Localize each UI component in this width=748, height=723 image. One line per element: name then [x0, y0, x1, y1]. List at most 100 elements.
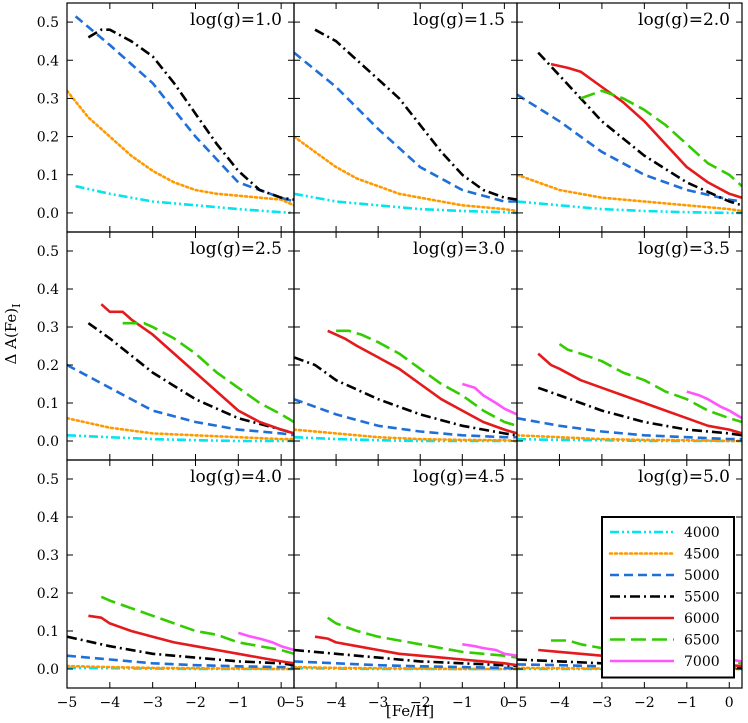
- x-tick-label: −5: [284, 695, 305, 711]
- series-line-5000: [294, 51, 517, 203]
- series-line-6500: [580, 89, 742, 188]
- y-tick-label: 0.3: [37, 548, 59, 564]
- panel-series: [517, 343, 742, 443]
- legend-label-7000: 7000: [684, 654, 720, 670]
- panel-title: log(g)=2.5: [190, 239, 282, 259]
- y-axis-label: Δ A(Fe)I: [2, 304, 23, 365]
- panel-5: log(g)=3.0: [293, 231, 518, 461]
- panel-frame: [516, 2, 743, 233]
- series-line-6500: [100, 595, 294, 656]
- series-line-6500: [336, 329, 517, 428]
- series-line-4500: [67, 89, 294, 207]
- panel-series: [67, 303, 294, 443]
- y-tick-label: 0.5: [37, 15, 59, 31]
- series-line-4500: [67, 664, 294, 671]
- panel-4: log(g)=2.5 0.0 0.1 0.2 0.3 0.4 0.5: [37, 231, 295, 461]
- series-line-5000: [74, 15, 294, 203]
- series-line-5500: [294, 356, 517, 437]
- x-tick-label: −4: [549, 695, 570, 711]
- series-line-6000: [327, 329, 517, 435]
- y-tick-label: 0.4: [37, 282, 59, 298]
- x-tick-label: −5: [57, 695, 78, 711]
- x-tick-label: −3: [592, 695, 613, 711]
- x-tick-label: 0: [725, 695, 734, 711]
- series-line-7000: [462, 643, 517, 657]
- series-line-4000: [517, 200, 742, 215]
- series-line-6500: [122, 321, 294, 424]
- series-line-5500: [537, 386, 742, 437]
- y-tick-label: 0.4: [37, 510, 59, 526]
- panel-series: [294, 616, 517, 671]
- series-line-5000: [517, 416, 742, 441]
- series-line-5500: [87, 322, 294, 435]
- panel-title: log(g)=4.0: [190, 467, 282, 487]
- series-line-7000: [686, 390, 742, 420]
- x-tick-label: −1: [676, 695, 697, 711]
- x-tick-label: 0: [500, 695, 509, 711]
- series-line-5500: [87, 28, 294, 201]
- panel-7: log(g)=4.0 0.0 0.1 0.2 0.3 0.4 0.5 −5 −4 −3 −2 −1 0: [37, 459, 295, 711]
- legend-label-6500: 6500: [684, 633, 720, 649]
- series-line-6000: [550, 62, 742, 199]
- series-line-4500: [294, 428, 517, 443]
- series-line-4500: [517, 434, 742, 443]
- y-tick-label: 0.5: [37, 244, 59, 260]
- y-tick-label: 0.3: [37, 320, 59, 336]
- panel-title: log(g)=2.0: [638, 10, 730, 30]
- series-line-4000: [67, 434, 294, 443]
- x-tick-label: −2: [185, 695, 206, 711]
- y-tick-label: 0.2: [37, 130, 59, 146]
- legend-label-5000: 5000: [684, 568, 720, 584]
- series-line-6000: [537, 352, 742, 435]
- panel-series: [294, 329, 517, 443]
- panel-series: [294, 28, 517, 215]
- panel-title: log(g)=1.0: [190, 10, 282, 30]
- x-tick-label: −3: [142, 695, 163, 711]
- series-line-5000: [67, 654, 294, 669]
- x-tick-label: −2: [410, 695, 431, 711]
- y-tick-label: 0.0: [37, 662, 59, 678]
- panel-2: log(g)=1.5: [293, 2, 518, 233]
- series-line-6000: [88, 614, 294, 665]
- panel-frame: [66, 459, 295, 689]
- panel-title: log(g)=3.5: [638, 239, 730, 259]
- series-line-6000: [314, 635, 517, 667]
- x-tick-label: 0: [277, 695, 286, 711]
- legend-label-4500: 4500: [684, 547, 720, 563]
- series-line-6500: [326, 616, 517, 659]
- panel-6: log(g)=3.5: [516, 231, 743, 461]
- x-tick-label: −4: [326, 695, 347, 711]
- series-line-4500: [517, 173, 742, 213]
- y-tick-label: 0.2: [37, 586, 59, 602]
- panel-frame: [516, 459, 743, 689]
- panel-8: log(g)=4.5 −5 −4 −3 −2 −1 0: [284, 459, 518, 711]
- series-line-5500: [67, 635, 294, 667]
- panel-title: log(g)=3.0: [413, 239, 505, 259]
- y-tick-label: 0.4: [37, 53, 59, 69]
- panel-title: log(g)=5.0: [638, 467, 730, 487]
- series-line-7000: [237, 631, 294, 652]
- panel-1: log(g)=1.0 0.0 0.1 0.2 0.3 0.4 0.5: [37, 2, 295, 233]
- series-line-5000: [517, 93, 742, 203]
- series-line-7000: [461, 382, 517, 416]
- y-tick-label: 0.0: [37, 434, 59, 450]
- legend-label-4000: 4000: [684, 525, 720, 541]
- panel-title: log(g)=1.5: [413, 10, 505, 30]
- x-tick-label: −3: [368, 695, 389, 711]
- y-tick-label: 0.0: [37, 206, 59, 222]
- series-line-5000: [67, 363, 294, 437]
- y-axis-label-subscript: I: [10, 304, 23, 308]
- y-tick-label: 0.5: [37, 472, 59, 488]
- legend: 4000 4500 5000 5500 6000 6500 7000: [601, 516, 735, 679]
- series-line-4000: [294, 192, 517, 215]
- x-tick-label: −1: [228, 695, 249, 711]
- panels: log(g)=1.0 0.0 0.1 0.2 0.3 0.4 0.5 log(g)=1.5 lo…: [37, 2, 743, 711]
- series-line-5500: [314, 28, 517, 201]
- series-line-5000: [294, 660, 517, 670]
- series-line-4000: [67, 666, 294, 671]
- panel-series: [67, 15, 294, 215]
- series-line-4500: [294, 135, 517, 213]
- y-tick-label: 0.1: [37, 396, 59, 412]
- y-tick-label: 0.3: [37, 91, 59, 107]
